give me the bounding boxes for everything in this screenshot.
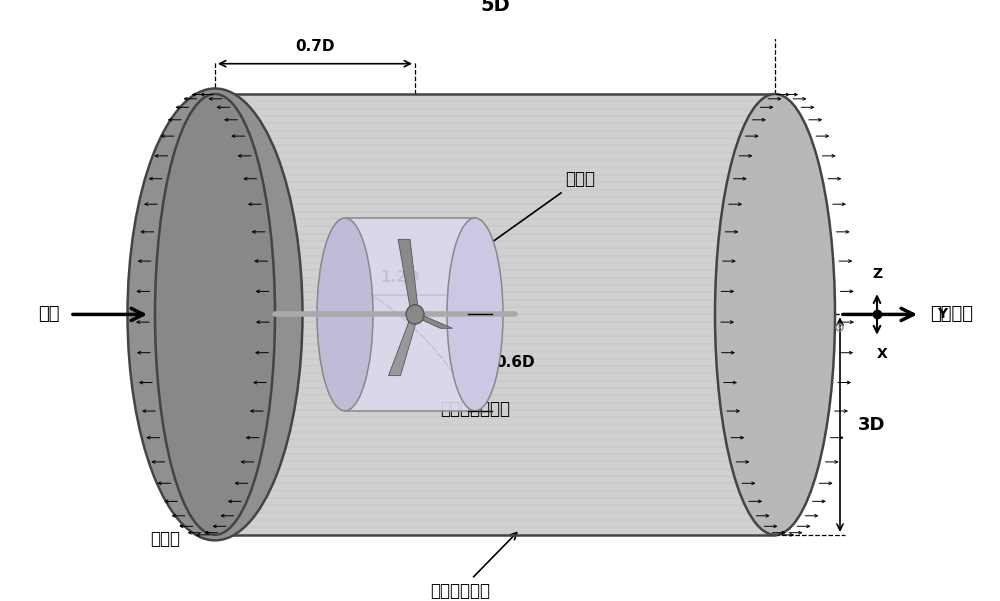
- Ellipse shape: [406, 305, 424, 324]
- Text: Z: Z: [872, 267, 882, 281]
- Text: Y: Y: [937, 308, 947, 322]
- Text: 压力出口: 压力出口: [930, 305, 973, 323]
- Text: 流固耦合交界面: 流固耦合交界面: [359, 288, 510, 418]
- Text: 自由滑移表面: 自由滑移表面: [430, 532, 517, 600]
- Text: 0.6D: 0.6D: [495, 355, 535, 370]
- Text: 5D: 5D: [480, 0, 510, 15]
- Ellipse shape: [447, 218, 503, 411]
- Text: 旋转域: 旋转域: [469, 171, 595, 258]
- Polygon shape: [411, 314, 452, 328]
- Text: 0.7D: 0.7D: [295, 39, 335, 53]
- Polygon shape: [398, 239, 419, 315]
- Text: X: X: [877, 347, 887, 361]
- Text: 来流: 来流: [38, 305, 60, 323]
- Text: 1.2D: 1.2D: [380, 270, 420, 285]
- Polygon shape: [215, 94, 775, 535]
- Text: 3D: 3D: [858, 416, 886, 434]
- Ellipse shape: [128, 88, 302, 540]
- Polygon shape: [388, 314, 419, 376]
- Ellipse shape: [317, 218, 373, 411]
- Ellipse shape: [155, 94, 275, 535]
- Text: 静止域: 静止域: [150, 483, 230, 549]
- Polygon shape: [345, 218, 475, 411]
- Ellipse shape: [715, 94, 835, 535]
